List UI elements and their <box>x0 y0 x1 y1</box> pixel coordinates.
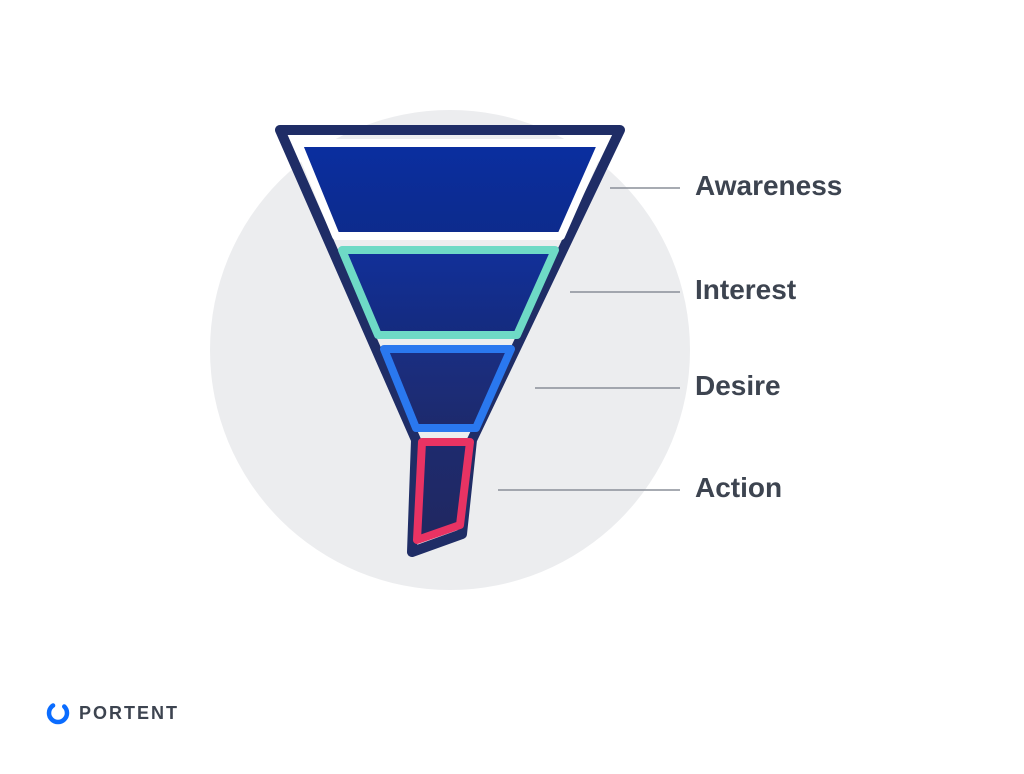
stage-label-action: Action <box>695 472 782 504</box>
brand-logo: PORTENT <box>45 700 179 726</box>
stage-label-desire: Desire <box>695 370 781 402</box>
funnel-diagram <box>0 0 1024 774</box>
stage-label-awareness: Awareness <box>695 170 842 202</box>
stage-label-interest: Interest <box>695 274 796 306</box>
diagram-canvas: Awareness Interest Desire Action PORTENT <box>0 0 1024 774</box>
portent-ring-icon <box>45 700 71 726</box>
brand-text: PORTENT <box>79 703 179 724</box>
